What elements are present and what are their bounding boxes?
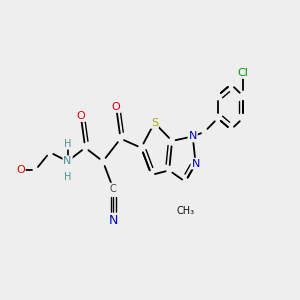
Text: Cl: Cl [237, 68, 248, 78]
Text: H: H [64, 139, 71, 149]
Text: H: H [64, 172, 71, 182]
Text: O: O [16, 165, 25, 176]
Text: CH₃: CH₃ [176, 206, 194, 216]
Text: C: C [110, 184, 117, 194]
Text: N: N [188, 131, 197, 141]
Text: O: O [112, 102, 121, 112]
Text: N: N [109, 214, 118, 227]
Text: O: O [76, 111, 85, 121]
Text: N: N [191, 159, 200, 169]
Text: CH₃: CH₃ [176, 206, 194, 216]
Text: S: S [151, 118, 158, 128]
Text: N: N [63, 156, 72, 166]
